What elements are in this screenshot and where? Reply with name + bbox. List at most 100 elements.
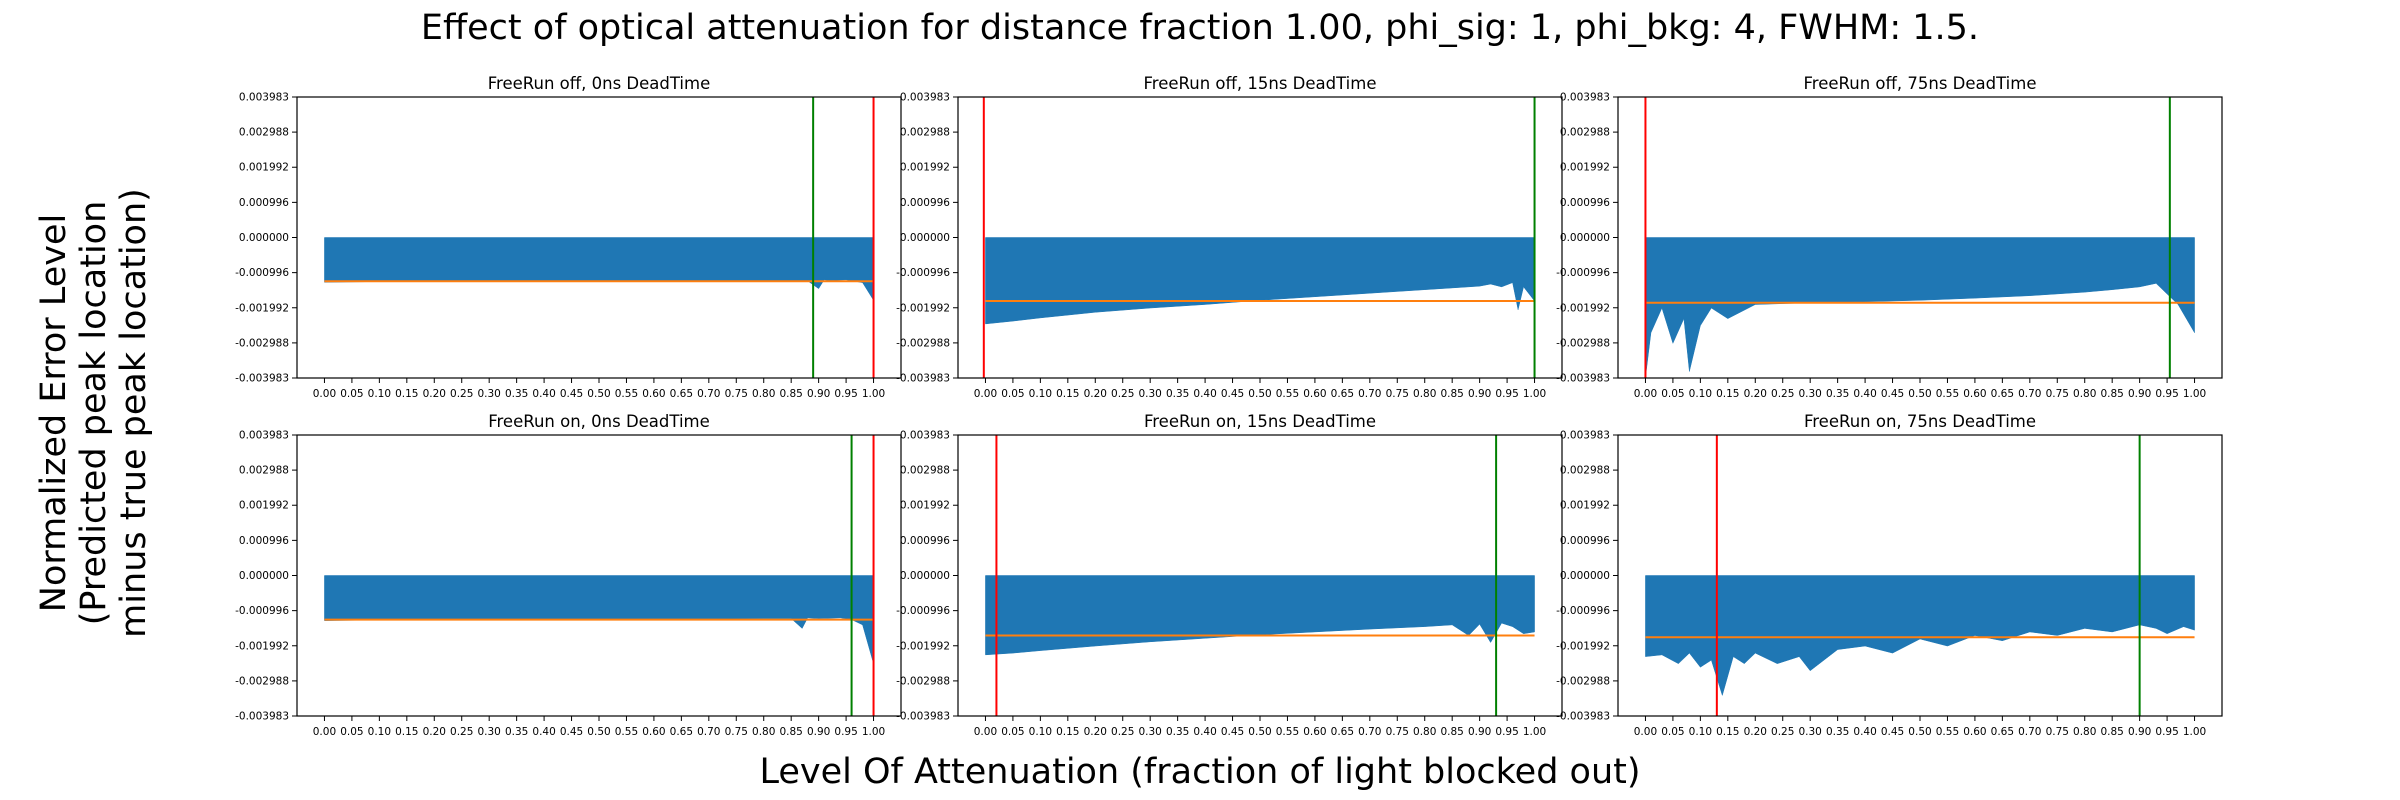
- x-tick-label: 0.85: [779, 388, 802, 400]
- y-tick-label: 0.000000: [900, 570, 950, 582]
- plot-area: [982, 97, 1536, 378]
- x-tick-label: 0.50: [587, 388, 610, 400]
- x-tick-label: 0.15: [1056, 388, 1079, 400]
- subplot: 0.003983 0.002988 0.001992 0.000996 0.000000…: [1556, 74, 2223, 400]
- x-tick-label: 0.50: [587, 726, 610, 738]
- plot-area: [985, 435, 1535, 716]
- y-tick-label: 0.002988: [1560, 127, 1610, 139]
- y-tick-label: -0.003983: [1556, 373, 1610, 385]
- x-tick-label: 0.30: [477, 726, 500, 738]
- x-tick-label: 0.45: [1221, 388, 1244, 400]
- x-tick-label: 0.20: [1744, 388, 1767, 400]
- y-tick-label: -0.002988: [896, 675, 950, 687]
- x-tick-label: 0.95: [2155, 388, 2178, 400]
- x-tick-label: 1.00: [862, 388, 885, 400]
- x-tick-label: 0.95: [1495, 388, 1518, 400]
- y-tick-label: -0.003983: [235, 373, 289, 385]
- x-tick-label: 0.25: [1111, 388, 1134, 400]
- y-tick-label: -0.001992: [235, 302, 289, 314]
- x-tick-label: 0.00: [1634, 388, 1657, 400]
- x-tick-label: 0.25: [450, 726, 473, 738]
- x-tick-label: 0.50: [1908, 388, 1931, 400]
- subplot: 0.003983 0.002988 0.001992 0.000996 0.000000…: [235, 74, 902, 400]
- x-tick-label: 0.50: [1908, 726, 1931, 738]
- x-tick-label: 0.35: [505, 388, 528, 400]
- plot-area: [324, 435, 875, 716]
- y-tick-label: -0.002988: [1556, 337, 1610, 349]
- x-tick-label: 0.55: [1936, 388, 1959, 400]
- y-tick-label: 0.000996: [900, 197, 950, 209]
- error-area: [985, 575, 1535, 656]
- y-tick-label: 0.000000: [1560, 232, 1610, 244]
- x-tick-label: 0.85: [2100, 388, 2123, 400]
- x-tick-label: 0.60: [1963, 388, 1986, 400]
- y-tick-label: 0.002988: [1560, 465, 1610, 477]
- x-tick-label: 0.05: [1001, 726, 1024, 738]
- x-tick-label: 0.50: [1248, 388, 1271, 400]
- error-area: [324, 237, 874, 302]
- x-tick-label: 0.95: [1495, 726, 1518, 738]
- x-tick-label: 0.65: [670, 388, 693, 400]
- x-tick-label: 0.15: [1716, 388, 1739, 400]
- x-tick-label: 0.15: [395, 726, 418, 738]
- x-tick-label: 0.65: [670, 726, 693, 738]
- x-tick-label: 0.55: [615, 388, 638, 400]
- x-tick-label: 0.45: [1881, 726, 1904, 738]
- x-tick-label: 1.00: [2183, 388, 2206, 400]
- y-tick-label: 0.001992: [1560, 162, 1610, 174]
- subplot-title: FreeRun on, 0ns DeadTime: [488, 412, 710, 431]
- subplot: 0.003983 0.002988 0.001992 0.000996 0.000000…: [235, 412, 902, 738]
- x-tick-label: 0.90: [1468, 388, 1491, 400]
- x-tick-label: 0.85: [779, 726, 802, 738]
- x-tick-label: 0.00: [974, 726, 997, 738]
- y-tick-label: 0.001992: [239, 162, 289, 174]
- x-tick-label: 0.00: [974, 388, 997, 400]
- x-tick-label: 0.00: [1634, 726, 1657, 738]
- y-tick-label: 0.000996: [900, 535, 950, 547]
- y-tick-label: -0.001992: [1556, 302, 1610, 314]
- x-tick-label: 1.00: [2183, 726, 2206, 738]
- x-tick-label: 0.30: [1138, 388, 1161, 400]
- y-tick-label: -0.001992: [896, 640, 950, 652]
- x-tick-label: 0.70: [697, 388, 720, 400]
- y-tick-label: -0.000996: [235, 267, 289, 279]
- y-tick-label: 0.003983: [900, 430, 950, 442]
- y-tick-label: -0.003983: [896, 711, 950, 723]
- x-tick-label: 0.80: [752, 388, 775, 400]
- y-tick-label: -0.001992: [1556, 640, 1610, 652]
- x-tick-label: 0.80: [1413, 726, 1436, 738]
- x-tick-label: 0.55: [615, 726, 638, 738]
- x-tick-label: 0.75: [725, 388, 748, 400]
- y-tick-label: -0.003983: [235, 711, 289, 723]
- error-area: [985, 237, 1535, 325]
- x-tick-label: 0.60: [642, 388, 665, 400]
- y-tick-label: 0.000996: [239, 535, 289, 547]
- x-tick-label: 0.75: [2046, 726, 2069, 738]
- x-tick-label: 0.05: [340, 726, 363, 738]
- y-tick-label: 0.002988: [900, 127, 950, 139]
- x-tick-label: 0.10: [1689, 388, 1712, 400]
- y-tick-label: 0.000000: [1560, 570, 1610, 582]
- y-tick-label: 0.001992: [900, 500, 950, 512]
- plot-area: [1645, 435, 2195, 716]
- x-tick-label: 0.80: [1413, 388, 1436, 400]
- x-tick-label: 0.90: [1468, 726, 1491, 738]
- y-tick-label: -0.001992: [235, 640, 289, 652]
- x-tick-label: 1.00: [1523, 388, 1546, 400]
- y-tick-label: -0.000996: [1556, 605, 1610, 617]
- y-tick-label: -0.000996: [1556, 267, 1610, 279]
- y-tick-label: 0.001992: [1560, 500, 1610, 512]
- x-tick-label: 0.55: [1276, 726, 1299, 738]
- y-tick-label: 0.003983: [1560, 92, 1610, 104]
- x-tick-label: 0.65: [1991, 388, 2014, 400]
- x-tick-label: 0.45: [1881, 388, 1904, 400]
- subplot: 0.003983 0.002988 0.001992 0.000996 0.000000…: [896, 412, 1563, 738]
- y-tick-label: -0.000996: [235, 605, 289, 617]
- x-tick-label: 0.90: [807, 726, 830, 738]
- y-tick-label: 0.001992: [239, 500, 289, 512]
- x-tick-label: 0.35: [1166, 388, 1189, 400]
- x-tick-label: 0.60: [1963, 726, 1986, 738]
- x-tick-label: 0.65: [1991, 726, 2014, 738]
- x-tick-label: 0.30: [477, 388, 500, 400]
